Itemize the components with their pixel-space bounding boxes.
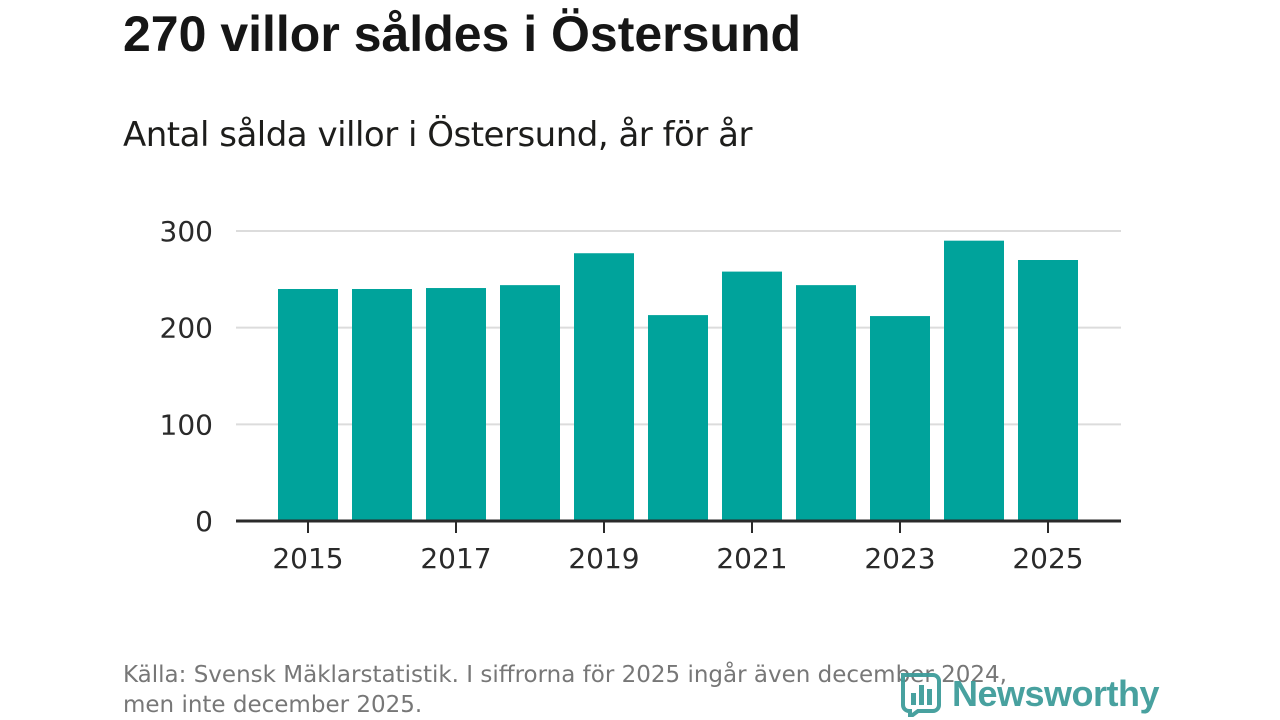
bar-2025 <box>1018 260 1078 521</box>
bars <box>278 240 1078 521</box>
chart-subtitle: Antal sålda villor i Östersund, år för å… <box>123 115 752 155</box>
logo-text: Newsworthy <box>952 673 1160 714</box>
bar-2022 <box>796 285 856 521</box>
y-tick-label-0: 0 <box>195 505 213 538</box>
bar-2018 <box>500 285 560 521</box>
source-note: Källa: Svensk Mäklarstatistik. I siffror… <box>123 660 1023 720</box>
y-tick-label-100: 100 <box>160 408 213 441</box>
x-tick-label-2017: 2017 <box>420 542 491 575</box>
source-line-2: men inte december 2025. <box>123 692 423 718</box>
x-tick-label-2015: 2015 <box>272 542 343 575</box>
bar-2024 <box>944 240 1004 521</box>
bar-2017 <box>426 288 486 521</box>
bar-2021 <box>722 271 782 521</box>
x-tick-label-2025: 2025 <box>1012 542 1083 575</box>
y-tick-label-200: 200 <box>160 312 213 345</box>
tick-labels: 0 100 200 300 2015 2017 2019 2021 2023 2025 <box>160 215 1084 575</box>
newsworthy-logo: Newsworthy <box>900 668 1160 720</box>
chart-title: 270 villor såldes i Östersund <box>123 6 802 62</box>
bar-2019 <box>574 253 634 521</box>
bar-2023 <box>870 316 930 521</box>
x-tick-label-2023: 2023 <box>864 542 935 575</box>
source-line-1: Källa: Svensk Mäklarstatistik. I siffror… <box>123 662 1007 688</box>
bar-2016 <box>352 289 412 521</box>
x-tick-label-2019: 2019 <box>568 542 639 575</box>
y-tick-label-300: 300 <box>160 215 213 248</box>
bar-2015 <box>278 289 338 521</box>
x-tick-label-2021: 2021 <box>716 542 787 575</box>
bar-chart-icon <box>901 673 941 717</box>
axes <box>236 519 1121 533</box>
bar-2020 <box>648 315 708 521</box>
